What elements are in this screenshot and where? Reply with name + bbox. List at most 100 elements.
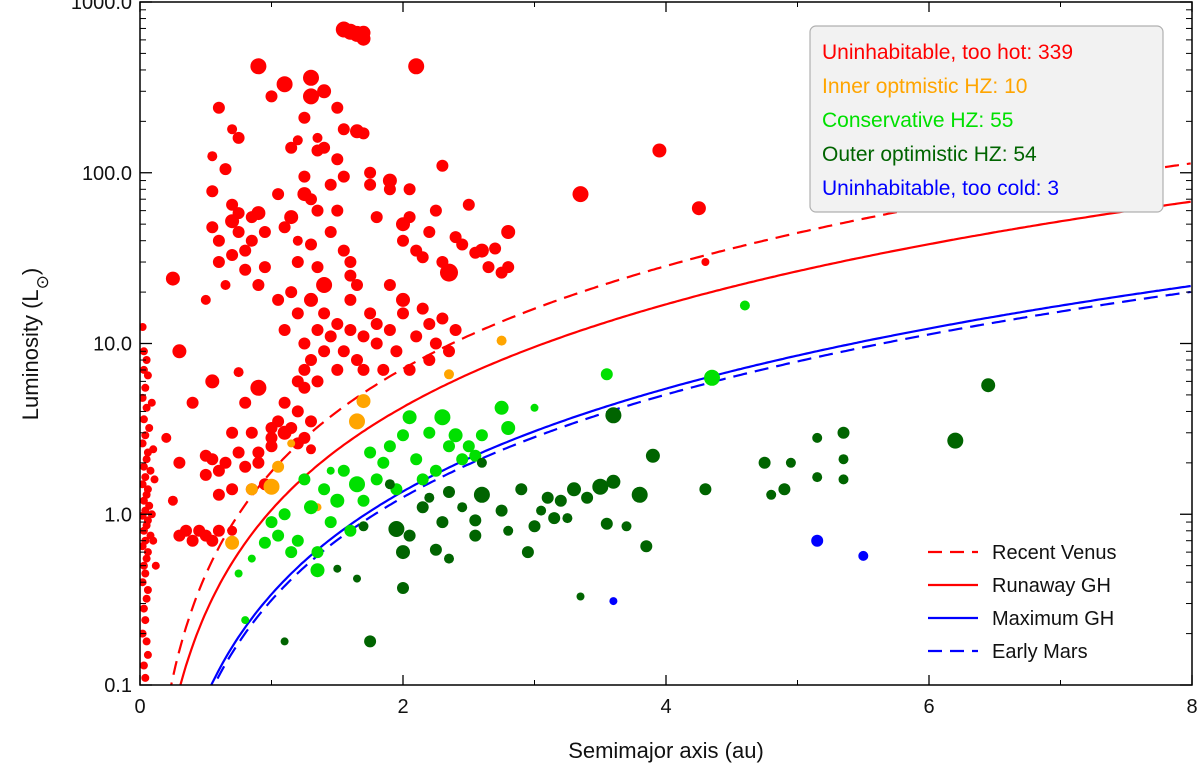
- point-uninhabitable-too-hot: [245, 234, 258, 247]
- point-uninhabitable-too-hot: [151, 561, 160, 570]
- point-uninhabitable-too-hot: [186, 534, 199, 547]
- point-uninhabitable-too-hot: [252, 279, 265, 291]
- point-uninhabitable-too-hot: [331, 363, 344, 376]
- point-conservative-hz: [410, 453, 423, 466]
- point-uninhabitable-too-hot: [306, 444, 316, 455]
- point-uninhabitable-too-hot: [272, 188, 285, 201]
- point-inner-optimistic-hz: [272, 460, 285, 473]
- point-uninhabitable-too-hot: [331, 318, 344, 330]
- point-outer-optimistic-hz: [469, 514, 482, 527]
- point-outer-optimistic-hz: [766, 489, 777, 500]
- point-uninhabitable-too-hot: [449, 324, 462, 336]
- point-uninhabitable-too-hot: [142, 637, 151, 646]
- count-legend: Uninhabitable, too hot: 339 Inner optmist…: [809, 25, 1164, 213]
- x-tick-label: 4: [660, 696, 671, 718]
- line-legend-label: Early Mars: [992, 641, 1088, 663]
- count-legend-label: Uninhabitable, too hot:: [822, 41, 1038, 64]
- count-legend-entry: Inner optmistic HZ: 10: [822, 75, 1027, 98]
- count-legend-entry: Uninhabitable, too hot: 339: [822, 41, 1073, 64]
- sun-symbol: ⊙: [33, 275, 52, 289]
- point-uninhabitable-too-hot: [265, 422, 278, 434]
- count-legend-entry: Outer optimistic HZ: 54: [822, 143, 1037, 166]
- point-uninhabitable-too-hot: [351, 354, 363, 366]
- x-axis-title: Semimajor axis (au): [568, 738, 764, 763]
- point-conservative-hz: [469, 449, 482, 462]
- point-outer-optimistic-hz: [785, 457, 796, 468]
- point-conservative-hz: [304, 500, 318, 515]
- point-uninhabitable-too-hot: [357, 330, 370, 343]
- point-outer-optimistic-hz: [541, 491, 554, 504]
- point-uninhabitable-too-hot: [416, 251, 429, 264]
- point-uninhabitable-too-hot: [278, 324, 291, 336]
- point-uninhabitable-too-hot: [370, 318, 383, 330]
- point-outer-optimistic-hz: [554, 494, 567, 507]
- point-inner-optimistic-hz: [444, 369, 454, 380]
- count-legend-count: 339: [1038, 41, 1073, 64]
- point-uninhabitable-too-hot: [344, 269, 357, 282]
- point-uninhabitable-too-hot: [377, 363, 390, 376]
- point-conservative-hz: [357, 494, 370, 507]
- point-uninhabitable-too-hot: [312, 132, 323, 143]
- point-uninhabitable-too-hot: [150, 475, 159, 484]
- point-conservative-hz: [423, 426, 436, 439]
- x-tick-label: 8: [1186, 696, 1197, 718]
- point-uninhabitable-too-hot: [318, 345, 331, 358]
- y-axis-title-main: Luminosity (L: [18, 289, 43, 420]
- point-outer-optimistic-hz: [528, 520, 541, 533]
- point-uninhabitable-too-hot: [324, 330, 337, 343]
- point-conservative-hz: [494, 400, 509, 415]
- point-inner-optimistic-hz: [356, 394, 371, 409]
- point-uninhabitable-too-hot: [140, 661, 148, 670]
- point-outer-optimistic-hz: [473, 486, 490, 503]
- point-uninhabitable-too-cold: [609, 597, 618, 606]
- point-uninhabitable-too-hot: [252, 446, 265, 459]
- point-outer-optimistic-hz: [640, 540, 653, 553]
- point-outer-optimistic-hz: [443, 486, 455, 498]
- point-conservative-hz: [241, 616, 250, 625]
- point-outer-optimistic-hz: [699, 483, 712, 496]
- point-uninhabitable-too-hot: [337, 123, 350, 136]
- point-uninhabitable-too-hot: [212, 101, 225, 114]
- point-inner-optimistic-hz: [349, 413, 365, 430]
- point-inner-optimistic-hz: [287, 439, 296, 448]
- point-outer-optimistic-hz: [424, 492, 435, 503]
- count-legend-entry: Uninhabitable, too cold: 3: [822, 177, 1059, 200]
- point-outer-optimistic-hz: [416, 501, 429, 514]
- point-conservative-hz: [324, 516, 337, 529]
- point-uninhabitable-too-hot: [291, 256, 304, 268]
- point-uninhabitable-too-hot: [423, 226, 436, 238]
- point-conservative-hz: [501, 421, 516, 435]
- count-legend-count: 3: [1047, 177, 1059, 200]
- point-uninhabitable-too-hot: [383, 183, 396, 196]
- point-conservative-hz: [397, 429, 409, 442]
- point-outer-optimistic-hz: [838, 454, 849, 465]
- point-uninhabitable-too-hot: [337, 244, 350, 257]
- point-uninhabitable-too-hot: [143, 586, 152, 594]
- point-uninhabitable-too-hot: [199, 468, 212, 481]
- point-uninhabitable-too-hot: [239, 460, 252, 473]
- point-uninhabitable-too-hot: [141, 431, 150, 440]
- point-uninhabitable-too-hot: [303, 69, 319, 86]
- point-outer-optimistic-hz: [476, 457, 487, 468]
- point-conservative-hz: [475, 429, 488, 442]
- point-uninhabitable-too-hot: [226, 426, 239, 439]
- point-uninhabitable-too-hot: [284, 210, 299, 225]
- point-outer-optimistic-hz: [403, 529, 416, 542]
- point-outer-optimistic-hz: [388, 521, 405, 537]
- point-conservative-hz: [704, 369, 720, 386]
- point-uninhabitable-too-hot: [502, 261, 515, 274]
- point-uninhabitable-too-hot: [337, 170, 350, 183]
- point-uninhabitable-too-hot: [142, 455, 151, 464]
- y-tick-label: 10.0: [93, 334, 132, 356]
- point-outer-optimistic-hz: [396, 545, 410, 560]
- point-outer-optimistic-hz: [758, 456, 771, 469]
- count-legend-label: Outer optimistic HZ:: [822, 143, 1013, 166]
- point-uninhabitable-too-hot: [351, 279, 363, 291]
- point-uninhabitable-too-hot: [423, 318, 436, 330]
- point-outer-optimistic-hz: [621, 521, 632, 532]
- count-legend-entry: Conservative HZ: 55: [822, 109, 1013, 132]
- y-tick-label: 1000.0: [71, 0, 132, 14]
- point-uninhabitable-too-hot: [440, 263, 458, 282]
- point-outer-optimistic-hz: [521, 546, 534, 559]
